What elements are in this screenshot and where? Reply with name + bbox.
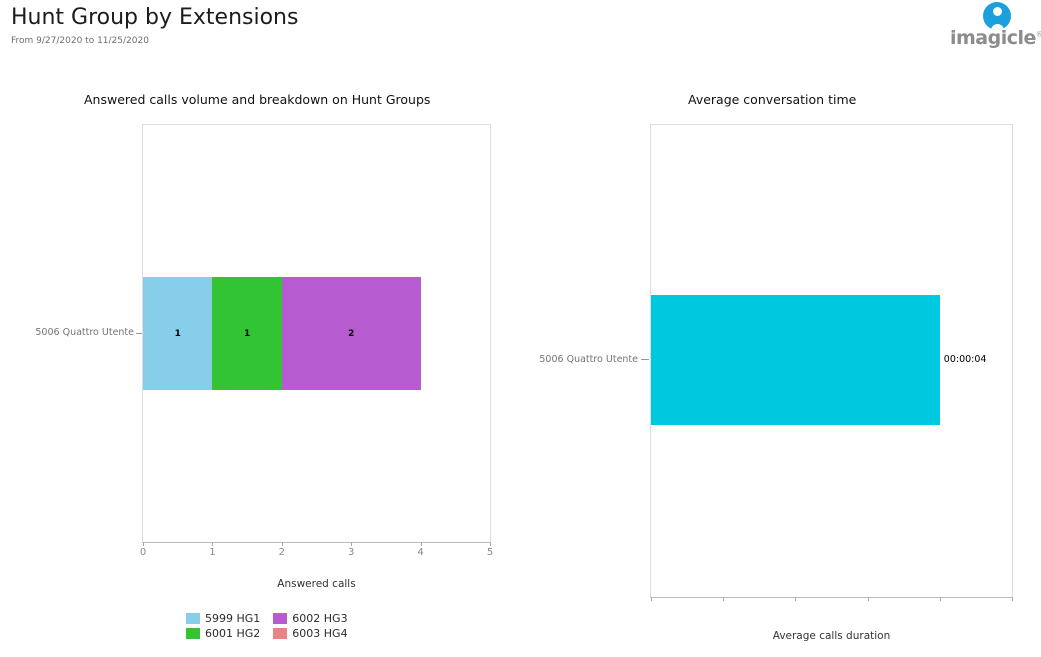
legend-swatch xyxy=(273,613,288,624)
category-label: 5006 Quattro Utente xyxy=(35,327,134,338)
legend-label: 6002 HG3 xyxy=(292,612,348,625)
legend-label: 6003 HG4 xyxy=(292,627,348,640)
bar-segment-6002-hg3: 2 xyxy=(281,277,421,390)
average-duration-bar xyxy=(651,295,940,425)
x-axis-tick-label: 0 xyxy=(139,547,147,558)
category-tick xyxy=(136,333,142,334)
x-axis-label-answered-calls: Answered calls xyxy=(277,578,356,590)
legend-item-5999-hg1: 5999 HG1 xyxy=(186,611,260,626)
bar-segment-value: 1 xyxy=(174,328,181,339)
x-axis-tick xyxy=(212,542,214,546)
legend-swatch xyxy=(273,628,288,639)
x-axis-tick xyxy=(490,542,491,546)
x-axis-tick xyxy=(795,597,797,601)
legend-item-6002-hg3: 6002 HG3 xyxy=(273,611,348,626)
x-axis-tick-label: 3 xyxy=(348,547,355,558)
chart-title-average-conversation-time: Average conversation time xyxy=(688,92,857,107)
legend-label: 6001 HG2 xyxy=(205,627,261,640)
x-axis-tick xyxy=(351,542,353,546)
answered-calls-plot-area: 1 1 2 0 1 2 3 4 5 xyxy=(140,124,493,558)
bar-value-label: 00:00:04 xyxy=(943,354,987,365)
logo-head-dot xyxy=(992,6,1002,16)
legend-item-6003-hg4: 6003 HG4 xyxy=(273,626,348,641)
logo-bottom-notch xyxy=(990,24,1004,30)
x-axis-tick xyxy=(867,597,869,601)
legend-item-6001-hg2: 6001 HG2 xyxy=(186,626,260,641)
page-title: Hunt Group by Extensions xyxy=(11,5,299,30)
x-axis-tick xyxy=(420,542,422,546)
imagicle-logo: imagicle® xyxy=(948,2,1041,49)
legend-label: 5999 HG1 xyxy=(205,612,261,625)
category-tick xyxy=(641,359,649,360)
legend: 5999 HG1 6001 HG2 6002 HG3 6003 HG4 xyxy=(186,611,348,641)
x-axis-tick-label: 2 xyxy=(278,547,285,558)
x-axis-tick xyxy=(651,597,652,601)
chart-title-answered-calls: Answered calls volume and breakdown on H… xyxy=(84,92,431,107)
imagicle-logo-icon xyxy=(983,2,1011,30)
registered-mark: ® xyxy=(1035,30,1041,39)
x-axis-tick xyxy=(281,542,283,546)
bar-segment-value: 1 xyxy=(243,328,251,339)
bar-segment-5999-hg1: 1 xyxy=(143,277,213,390)
x-axis-tick-label: 5 xyxy=(486,547,494,558)
legend-swatch xyxy=(186,613,200,624)
category-label: 5006 Quattro Utente xyxy=(539,354,638,365)
bar-segment-value: 2 xyxy=(348,328,355,339)
average-duration-plot-area: 00:00:04 xyxy=(650,124,1013,601)
x-axis-tick xyxy=(723,597,725,601)
legend-swatch xyxy=(186,628,200,639)
report-date-range: From 9/27/2020 to 11/25/2020 xyxy=(11,36,149,46)
imagicle-wordmark: imagicle® xyxy=(950,27,1041,49)
x-axis-tick-label: 4 xyxy=(417,547,424,558)
x-axis-tick xyxy=(143,542,144,546)
x-axis-tick-label: 1 xyxy=(209,547,216,558)
x-axis-tick xyxy=(939,597,941,601)
x-axis-tick xyxy=(1012,597,1013,601)
bar-segment-6001-hg2: 1 xyxy=(212,277,282,390)
x-axis-label-average-calls-duration: Average calls duration xyxy=(772,630,891,642)
